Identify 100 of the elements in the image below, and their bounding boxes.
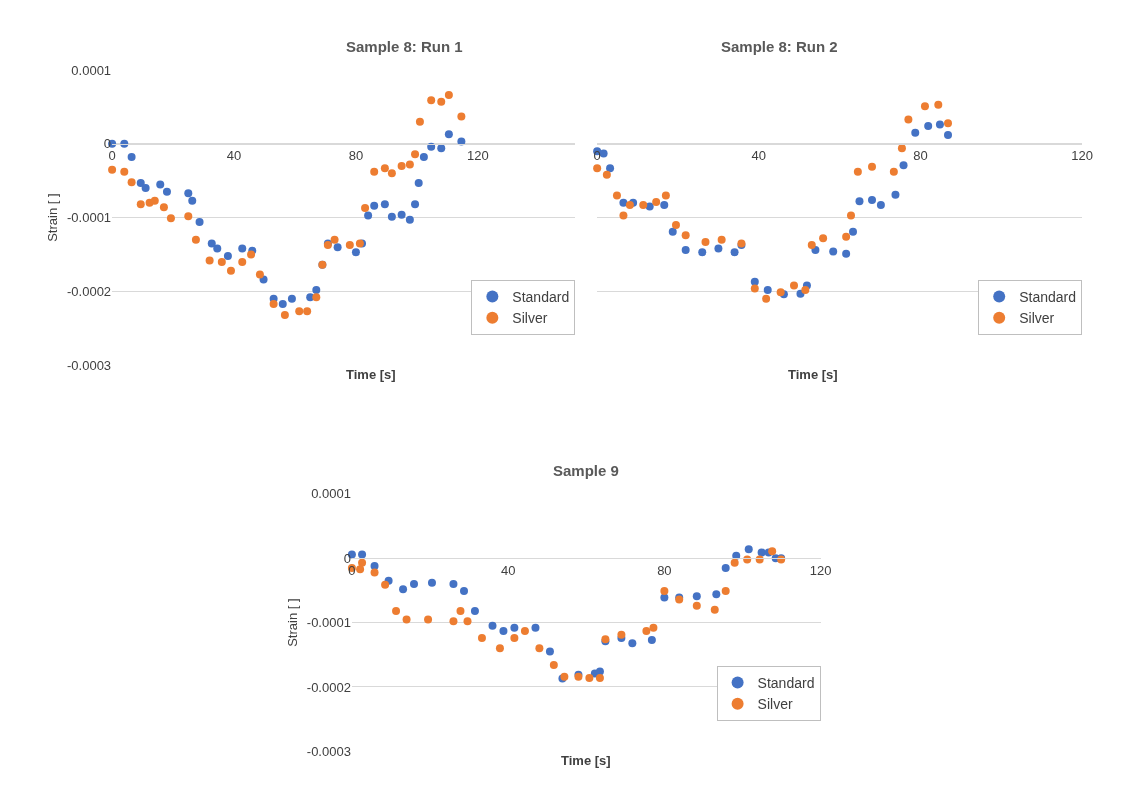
point <box>330 235 339 244</box>
point <box>660 587 669 596</box>
point <box>120 139 129 148</box>
point <box>535 644 544 653</box>
point <box>701 237 710 246</box>
point <box>108 165 117 174</box>
point <box>842 249 851 258</box>
point <box>312 285 321 294</box>
point <box>750 284 759 293</box>
point <box>619 211 628 220</box>
point <box>159 203 168 212</box>
point <box>717 235 726 244</box>
point <box>449 617 458 626</box>
point <box>499 626 508 635</box>
point <box>668 227 677 236</box>
point <box>585 673 594 682</box>
point <box>510 623 519 632</box>
point <box>730 248 739 257</box>
point <box>184 189 193 198</box>
point <box>437 97 446 106</box>
point <box>269 299 278 308</box>
legend-label: Silver <box>757 696 793 713</box>
point <box>649 623 658 632</box>
x-tick-label: 40 <box>500 562 516 578</box>
point <box>238 257 247 266</box>
point <box>520 626 529 635</box>
point <box>449 579 458 588</box>
point <box>364 211 373 220</box>
legend-label: Standard <box>1019 289 1077 305</box>
point <box>935 120 944 129</box>
point <box>303 307 312 316</box>
point <box>127 178 136 187</box>
point <box>399 585 408 594</box>
point <box>549 661 558 670</box>
point <box>444 91 453 100</box>
point <box>628 639 637 648</box>
point <box>710 605 719 614</box>
point <box>714 244 723 253</box>
point <box>287 294 296 303</box>
x-tick-label: 80 <box>657 562 672 578</box>
point <box>427 578 436 587</box>
point <box>397 210 406 219</box>
point <box>721 587 730 596</box>
point <box>730 558 739 567</box>
point <box>463 617 472 626</box>
point <box>612 191 621 200</box>
point <box>184 212 193 221</box>
point <box>361 204 370 213</box>
point <box>801 285 810 294</box>
point <box>411 200 420 209</box>
point <box>595 673 604 682</box>
legend-label: Silver <box>1019 310 1055 327</box>
point <box>207 239 216 248</box>
point <box>681 246 690 255</box>
point <box>136 200 145 209</box>
point <box>397 161 406 170</box>
point <box>295 307 304 316</box>
point <box>712 590 721 599</box>
point <box>911 128 920 137</box>
point <box>414 178 423 187</box>
point <box>477 634 486 643</box>
point <box>424 615 433 624</box>
point <box>807 240 816 249</box>
point <box>897 144 906 153</box>
x-tick-label: 40 <box>751 148 767 164</box>
point <box>671 220 680 229</box>
point <box>370 167 379 176</box>
point <box>510 634 519 643</box>
point <box>460 587 468 596</box>
x-tick-label: 120 <box>466 148 489 164</box>
point <box>868 195 877 204</box>
point <box>661 191 670 200</box>
point <box>419 153 428 162</box>
point <box>757 548 766 557</box>
point <box>150 196 159 205</box>
point <box>238 244 247 253</box>
point <box>136 178 145 187</box>
point <box>876 201 885 210</box>
point <box>617 630 626 639</box>
point <box>944 119 952 128</box>
point <box>188 196 197 205</box>
point <box>358 550 367 559</box>
x-tick-label: 120 <box>809 562 832 578</box>
y-tick-label: -0.0001 <box>306 615 351 631</box>
point <box>642 626 651 635</box>
point <box>495 644 504 653</box>
point <box>370 568 379 577</box>
point <box>437 144 446 153</box>
point <box>405 160 414 169</box>
point <box>411 150 420 159</box>
point <box>681 231 690 240</box>
point <box>819 234 828 243</box>
y-tick-label: -0.0002 <box>306 679 351 695</box>
point <box>402 615 411 624</box>
point <box>645 202 654 211</box>
x-tick-label: 80 <box>348 148 364 164</box>
legend-label: Standard <box>757 675 815 692</box>
point <box>191 235 200 244</box>
point <box>660 201 669 210</box>
point <box>380 164 389 173</box>
